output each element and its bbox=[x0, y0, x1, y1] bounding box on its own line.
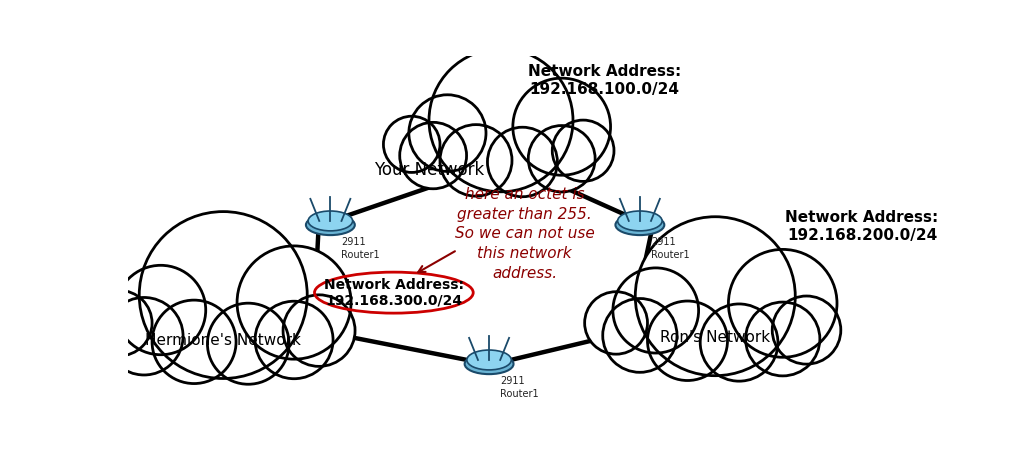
Text: 2911
Router1: 2911 Router1 bbox=[651, 238, 689, 260]
Text: here an octet is
greater than 255.
So we can not use
this network
address.: here an octet is greater than 255. So we… bbox=[455, 187, 595, 281]
Ellipse shape bbox=[745, 302, 820, 376]
Ellipse shape bbox=[153, 300, 237, 383]
Ellipse shape bbox=[139, 212, 307, 378]
Ellipse shape bbox=[383, 116, 440, 172]
Text: 2911
Router1: 2911 Router1 bbox=[341, 238, 380, 260]
Text: Your Network: Your Network bbox=[375, 161, 484, 179]
Ellipse shape bbox=[429, 49, 573, 192]
Text: 2911
Router1: 2911 Router1 bbox=[500, 376, 539, 399]
Ellipse shape bbox=[635, 217, 796, 375]
Text: Network Address:
192.168.300.0/24: Network Address: 192.168.300.0/24 bbox=[324, 277, 464, 308]
Ellipse shape bbox=[603, 299, 677, 372]
Ellipse shape bbox=[440, 125, 512, 196]
Ellipse shape bbox=[613, 268, 698, 353]
Ellipse shape bbox=[552, 120, 614, 181]
Ellipse shape bbox=[86, 290, 153, 356]
Ellipse shape bbox=[255, 301, 333, 379]
Ellipse shape bbox=[283, 295, 355, 366]
Ellipse shape bbox=[467, 350, 511, 370]
Ellipse shape bbox=[487, 127, 557, 197]
Text: Ron's Network: Ron's Network bbox=[660, 330, 770, 344]
Ellipse shape bbox=[116, 265, 206, 355]
Ellipse shape bbox=[617, 211, 663, 231]
Ellipse shape bbox=[615, 215, 665, 235]
Ellipse shape bbox=[208, 303, 289, 384]
Ellipse shape bbox=[585, 292, 647, 354]
Text: Network Address:
192.168.200.0/24: Network Address: 192.168.200.0/24 bbox=[785, 211, 939, 243]
Ellipse shape bbox=[399, 122, 467, 189]
Ellipse shape bbox=[465, 354, 513, 374]
Ellipse shape bbox=[105, 297, 183, 375]
Text: Hermione's Network: Hermione's Network bbox=[145, 333, 301, 348]
Text: Network Address:
192.168.100.0/24: Network Address: 192.168.100.0/24 bbox=[527, 64, 681, 97]
Ellipse shape bbox=[728, 250, 837, 357]
Ellipse shape bbox=[513, 78, 610, 175]
Ellipse shape bbox=[308, 211, 352, 231]
Ellipse shape bbox=[772, 296, 841, 364]
Ellipse shape bbox=[647, 301, 727, 381]
Ellipse shape bbox=[238, 246, 351, 359]
Ellipse shape bbox=[306, 215, 354, 235]
Ellipse shape bbox=[700, 304, 778, 381]
Ellipse shape bbox=[528, 125, 595, 192]
Ellipse shape bbox=[409, 95, 486, 171]
